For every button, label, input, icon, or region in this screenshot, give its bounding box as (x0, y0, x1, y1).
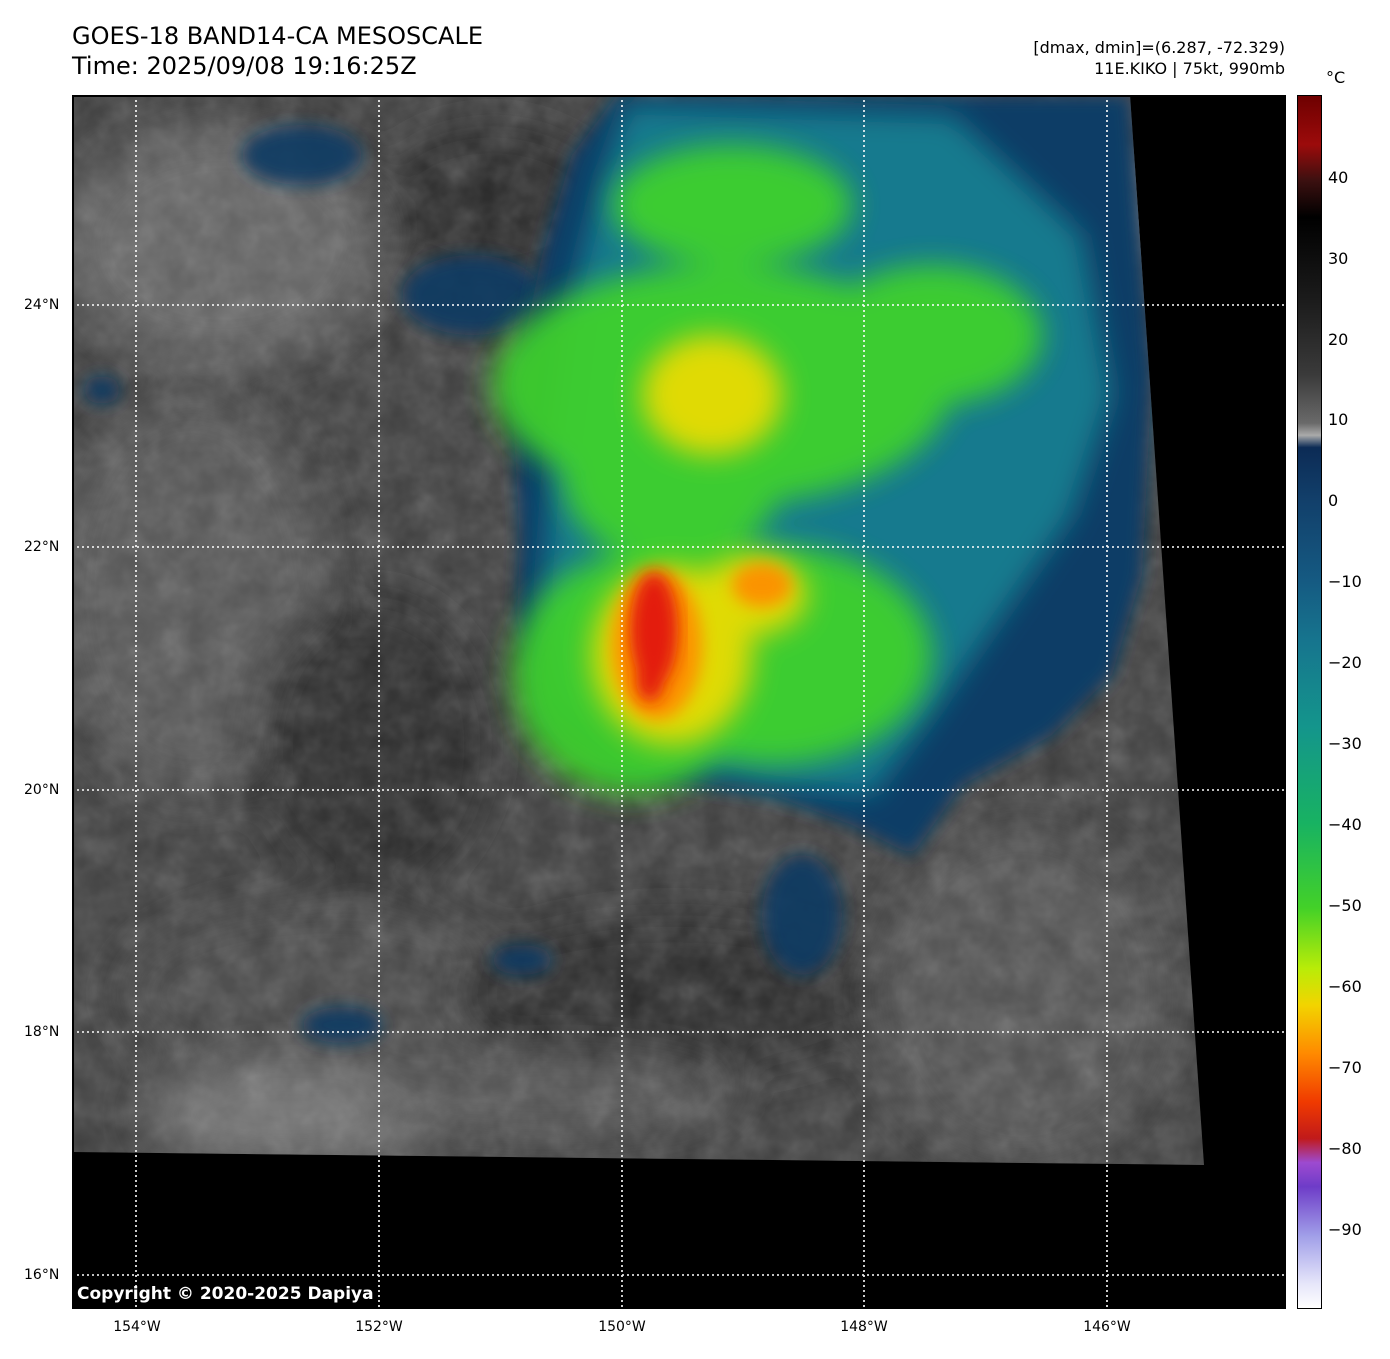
colorbar-tick: −30 (1328, 734, 1362, 753)
data-range: [dmax, dmin]=(6.287, -72.329) (1033, 38, 1285, 57)
colorbar-tick: −10 (1328, 572, 1362, 591)
lat-label: 16°N (24, 1267, 60, 1283)
colorbar-tick: −40 (1328, 815, 1362, 834)
colorbar-tick: −50 (1328, 896, 1362, 915)
colorbar-tick: −70 (1328, 1058, 1362, 1077)
colorbar-tick: −80 (1328, 1139, 1362, 1158)
colorbar-tick: −60 (1328, 977, 1362, 996)
lon-label: 154°W (113, 1319, 161, 1335)
colorbar-tick: 0 (1328, 491, 1339, 510)
colorbar-tick: 20 (1328, 330, 1349, 349)
lat-label: 24°N (24, 297, 60, 313)
lon-label: 148°W (840, 1319, 888, 1335)
temperature-colorbar (1297, 95, 1322, 1309)
storm-info: 11E.KIKO | 75kt, 990mb (1094, 59, 1285, 78)
colorbar-tick: 40 (1328, 168, 1349, 187)
colorbar-tick: 30 (1328, 249, 1349, 268)
lon-label: 150°W (598, 1319, 646, 1335)
colorbar-unit: °C (1326, 68, 1346, 87)
satellite-swath (72, 95, 1204, 1165)
colorbar-tick: −20 (1328, 653, 1362, 672)
map-time: Time: 2025/09/08 19:16:25Z (72, 52, 417, 80)
lat-label: 18°N (24, 1024, 60, 1040)
map-title: GOES-18 BAND14-CA MESOSCALE (72, 22, 483, 50)
copyright-text: Copyright © 2020-2025 Dapiya (77, 1284, 374, 1304)
lat-label: 20°N (24, 782, 60, 798)
map-frame (72, 95, 1286, 1309)
lon-label: 152°W (355, 1319, 403, 1335)
satellite-map (72, 95, 1286, 1309)
lat-label: 22°N (24, 539, 60, 555)
lat-lon-grid (72, 95, 1286, 1309)
lon-label: 146°W (1083, 1319, 1131, 1335)
colorbar-tick: 10 (1328, 410, 1349, 429)
colorbar-tick: −90 (1328, 1220, 1362, 1239)
